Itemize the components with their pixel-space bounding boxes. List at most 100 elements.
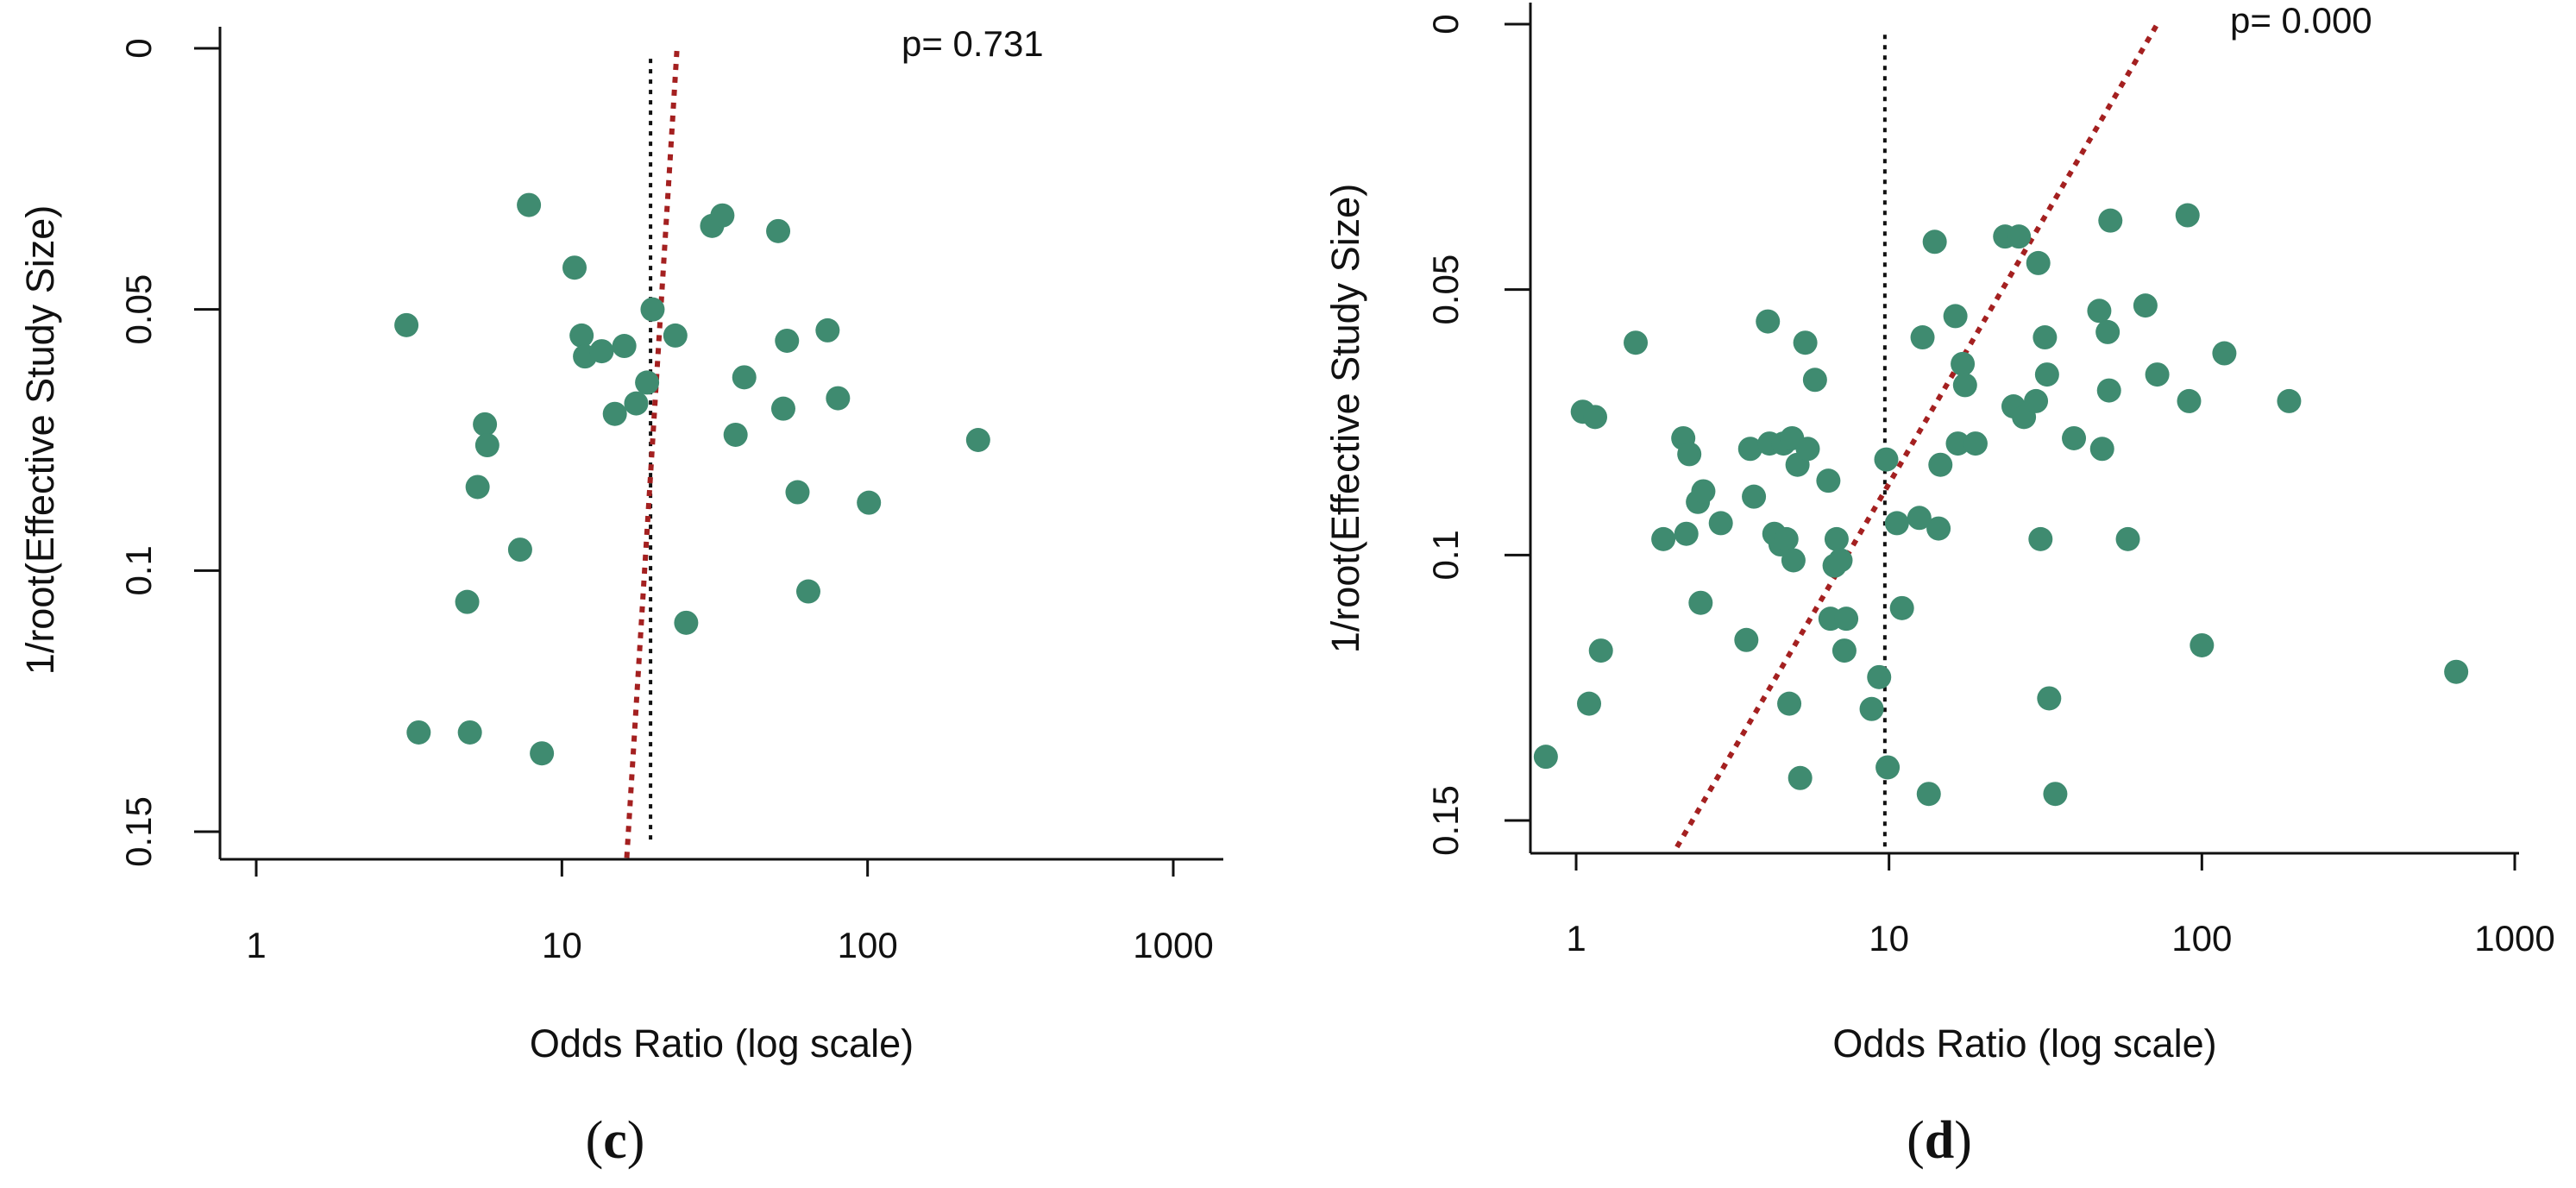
x-tick-label: 100: [838, 925, 898, 965]
study-point: [1781, 548, 1806, 573]
study-point: [1742, 484, 1767, 509]
study-point: [2024, 388, 2049, 413]
study-point: [2037, 686, 2062, 711]
study-point: [1926, 516, 1951, 541]
study-point: [2175, 203, 2200, 228]
study-point: [732, 365, 757, 390]
study-point: [2444, 659, 2469, 684]
y-tick-label: 0.05: [1425, 255, 1466, 325]
study-point: [2026, 250, 2051, 275]
study-point: [766, 218, 791, 243]
y-tick-label: 0.15: [118, 796, 159, 867]
study-point: [473, 412, 498, 437]
x-axis-title: Odds Ratio (log scale): [530, 1021, 914, 1065]
study-point: [1588, 638, 1613, 663]
study-point: [1624, 330, 1649, 355]
study-point: [1533, 745, 1558, 770]
study-point: [457, 720, 482, 745]
study-point: [2087, 299, 2112, 324]
y-tick-label: 0: [1425, 14, 1466, 34]
x-tick-label: 10: [1869, 918, 1909, 959]
y-tick-label: 0: [118, 38, 159, 58]
y-tick-label: 0.1: [118, 545, 159, 595]
study-point: [1793, 330, 1818, 355]
study-point: [2098, 208, 2123, 233]
study-point: [589, 339, 614, 364]
study-point: [815, 317, 840, 343]
study-point: [710, 203, 735, 228]
study-point: [770, 396, 795, 421]
study-point: [507, 537, 532, 563]
study-point: [795, 579, 820, 604]
study-point: [1859, 696, 1884, 721]
study-point: [1816, 468, 1841, 493]
study-point: [2115, 526, 2140, 551]
x-tick-label: 1000: [2474, 918, 2554, 959]
study-point: [1943, 304, 1968, 329]
study-point: [455, 589, 480, 614]
y-axis-title: 1/root(Effective Study Size): [18, 205, 62, 675]
study-point: [1945, 431, 1970, 456]
x-tick-label: 100: [2171, 918, 2232, 959]
study-point: [785, 480, 810, 505]
study-point: [1691, 479, 1716, 504]
study-point: [1774, 526, 1799, 551]
study-point: [1889, 595, 1914, 620]
study-point: [2145, 362, 2170, 387]
study-point: [2028, 526, 2053, 551]
study-point: [530, 741, 555, 766]
study-point: [2277, 388, 2302, 413]
study-point: [2190, 632, 2215, 657]
y-tick-label: 0.1: [1425, 530, 1466, 580]
study-point: [1583, 405, 1608, 430]
study-point: [1677, 442, 1702, 467]
study-point: [1802, 368, 1827, 393]
study-point: [2043, 782, 2068, 807]
study-point: [2095, 319, 2120, 344]
study-point: [624, 391, 649, 416]
study-point: [1928, 452, 1953, 477]
study-point: [517, 192, 542, 217]
study-point: [1824, 526, 1849, 551]
study-point: [1963, 431, 1988, 456]
study-point: [569, 323, 594, 348]
panel-label: (d): [1907, 1111, 1972, 1170]
funnel-plot-panel-d: 1 10 100 1000 0 0.05 0.1 0.15 p= 0.000 Odds Ratio…: [1323, 0, 2555, 1170]
study-point: [1907, 506, 1932, 531]
study-point: [394, 312, 419, 337]
study-point: [826, 386, 851, 411]
study-point: [562, 255, 587, 280]
study-point: [1922, 229, 1947, 255]
study-point: [1577, 691, 1602, 716]
egger-regression-line: [624, 47, 680, 858]
study-point: [1834, 607, 1859, 632]
study-point: [1831, 638, 1857, 663]
study-point: [2133, 293, 2158, 318]
study-point: [674, 610, 699, 635]
study-point: [2033, 325, 2058, 350]
study-point: [1674, 521, 1699, 546]
study-point: [612, 334, 637, 359]
study-point: [2212, 341, 2237, 366]
study-point: [1787, 765, 1813, 790]
y-tick-label: 0.15: [1425, 785, 1466, 856]
study-point: [663, 323, 688, 348]
x-tick-label: 10: [542, 925, 582, 965]
study-point: [1708, 511, 1733, 536]
study-point: [640, 297, 665, 322]
study-point: [2007, 224, 2032, 249]
study-point: [1867, 664, 1892, 689]
study-point: [1874, 447, 1899, 472]
study-point: [1756, 309, 1781, 334]
study-point: [2096, 378, 2121, 403]
funnel-plot-panel-c: 1 10 100 1000 0 0.05 0.1 0.15 p= 0.731 Odds Ratio…: [18, 23, 1223, 1170]
study-point: [406, 720, 431, 745]
x-axis-title: Odds Ratio (log scale): [1832, 1021, 2216, 1065]
study-point: [857, 490, 882, 515]
study-point: [1951, 351, 1976, 376]
p-value-annotation: p= 0.000: [2230, 0, 2372, 41]
study-point: [602, 401, 627, 426]
study-point: [1737, 437, 1762, 462]
